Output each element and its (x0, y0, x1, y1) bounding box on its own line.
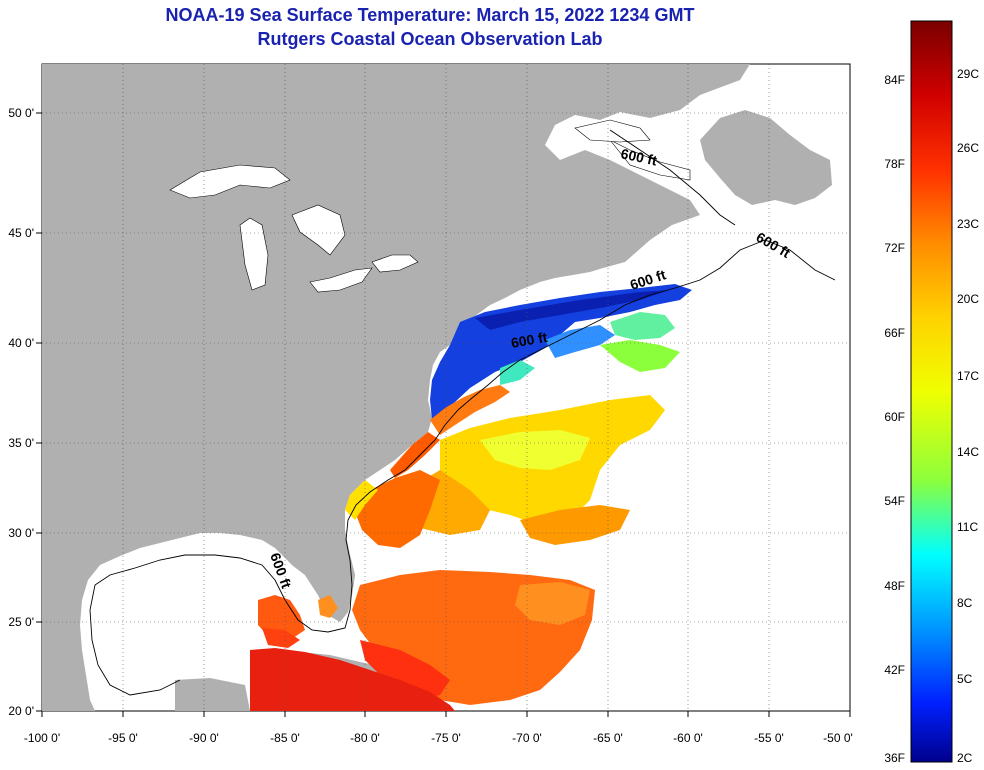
lat-tick-label: 35 0' (8, 436, 34, 450)
colorbar-c-label: 5C (957, 672, 973, 686)
colorbar-c-label: 26C (957, 141, 979, 155)
colorbar-c-label: 14C (957, 445, 979, 459)
sst-data (250, 284, 692, 711)
graticule (42, 64, 850, 711)
lat-tick-label: 50 0' (8, 106, 34, 120)
lon-tick-label: -70 0' (512, 731, 542, 745)
land-nova-scotia (575, 210, 668, 265)
great-lakes (169, 119, 691, 293)
lon-tick-label: -50 0' (823, 731, 853, 745)
colorbar-f-label: 60F (884, 410, 905, 424)
lon-tick-label: -90 0' (189, 731, 219, 745)
lon-tick-label: -75 0' (431, 731, 461, 745)
colorbar-f-label: 72F (884, 241, 905, 255)
lat-tick-label: 20 0' (8, 704, 34, 718)
lon-tick-label: -100 0' (24, 731, 60, 745)
lon-tick-label: -65 0' (593, 731, 623, 745)
lon-tick-label: -60 0' (673, 731, 703, 745)
colorbar-f-label: 66F (884, 326, 905, 340)
colorbar-c-label: 8C (957, 596, 973, 610)
lon-tick-label: -55 0' (754, 731, 784, 745)
land-yucatan (175, 678, 250, 711)
colorbar-f-label: 84F (884, 73, 905, 87)
contour-label: 600 ft (619, 145, 658, 168)
colorbar-c-label: 29C (957, 67, 979, 81)
colorbar-c-label: 17C (957, 369, 979, 383)
land-north-america (42, 64, 750, 711)
isobath-600ft-shelf-contour (609, 129, 736, 226)
map-subtitle: Rutgers Coastal Ocean Observation Lab (257, 29, 603, 49)
colorbar-f-label: 36F (884, 751, 905, 765)
colorbar-c-label: 23C (957, 217, 979, 231)
colorbar-f-label: 42F (884, 663, 905, 677)
colorbar-f-label: 78F (884, 157, 905, 171)
isobath-600ft-contour (94, 239, 836, 633)
land-florida (292, 540, 355, 622)
lon-tick-label: -85 0' (270, 731, 300, 745)
colorbar-f-label: 48F (884, 579, 905, 593)
lat-tick-label: 25 0' (8, 615, 34, 629)
lat-tick-label: 45 0' (8, 226, 34, 240)
colorbar-c-label: 2C (957, 751, 973, 765)
isobath-600ft-gulf-contour (89, 584, 181, 696)
colorbar (910, 20, 953, 763)
lat-tick-label: 40 0' (8, 336, 34, 350)
land-newfoundland (700, 110, 832, 205)
colorbar-c-label: 20C (957, 292, 979, 306)
axis-ticks (36, 112, 851, 717)
contour-label: 600 ft (510, 329, 549, 351)
colorbar-c-label: 11C (957, 520, 978, 534)
map-title: NOAA-19 Sea Surface Temperature: March 1… (165, 5, 695, 25)
lon-tick-label: -95 0' (108, 731, 138, 745)
lat-tick-label: 30 0' (8, 526, 34, 540)
lon-tick-label: -80 0' (350, 731, 380, 745)
colorbar-f-label: 54F (884, 494, 905, 508)
